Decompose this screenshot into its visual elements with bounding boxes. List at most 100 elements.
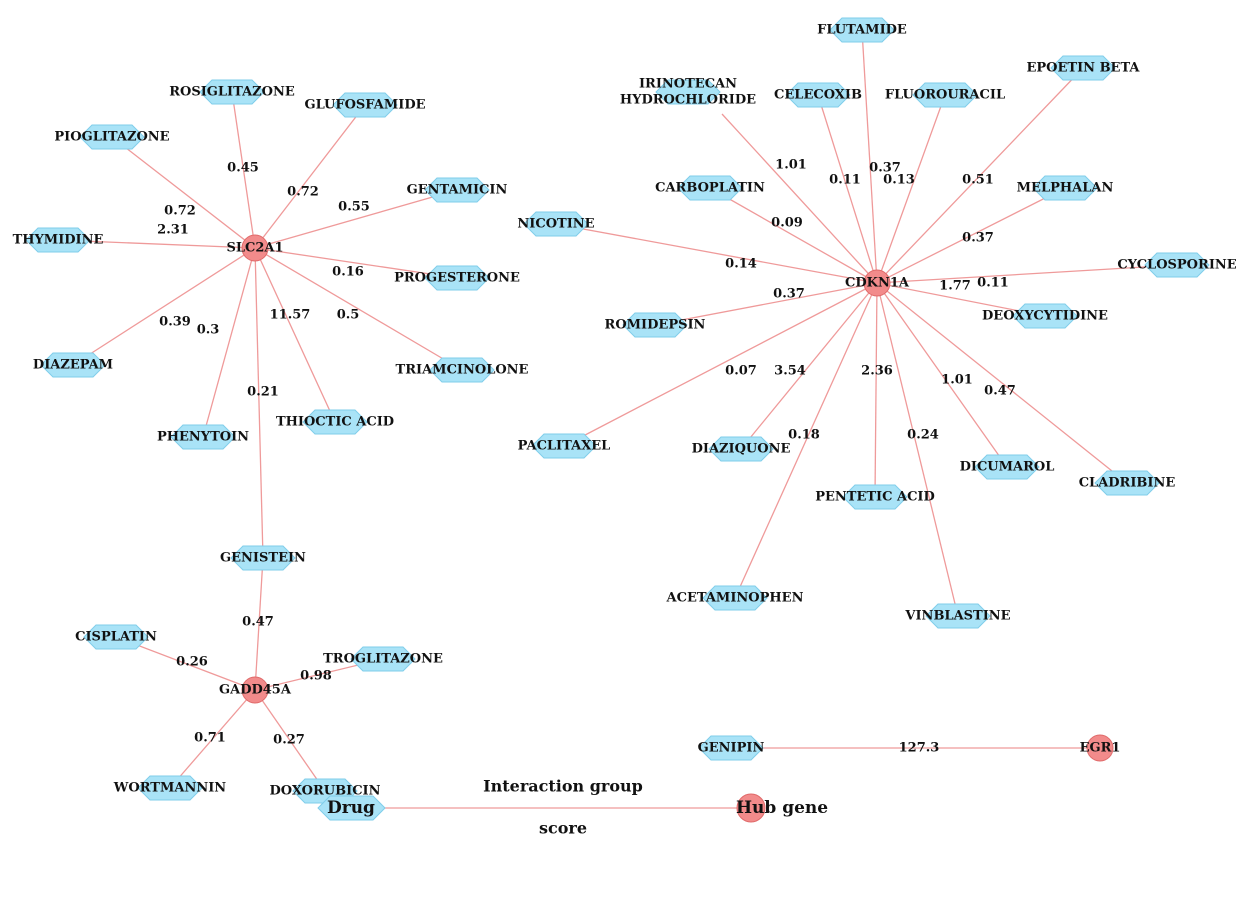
drug-node-fluorouracil: FLUOROURACIL bbox=[885, 82, 1005, 108]
edge-cdkn1a-nicotine bbox=[555, 223, 878, 284]
drug-label-cyclosporine: CYCLOSPORINE bbox=[1117, 258, 1236, 273]
drug-hexagon-cisplatin bbox=[83, 624, 149, 650]
edge-score-gadd45a-troglitazone: 0.98 bbox=[300, 669, 332, 684]
drug-node-progesterone: PROGESTERONE bbox=[394, 265, 520, 291]
drug-node-triamcinolone: TRIAMCINOLONE bbox=[396, 357, 529, 383]
drug-node-flutamide: FLUTAMIDE bbox=[817, 17, 907, 43]
edge-score-cdkn1a-cladribine: 0.47 bbox=[984, 384, 1016, 399]
drug-hexagon-triamcinolone bbox=[429, 357, 495, 383]
drug-hexagon-acetaminophen bbox=[702, 585, 768, 611]
drug-label-deoxycytidine: DEOXYCYTIDINE bbox=[982, 309, 1108, 324]
hub-node-gadd45a: GADD45A bbox=[219, 676, 292, 704]
drug-node-deoxycytidine: DEOXYCYTIDINE bbox=[982, 303, 1108, 329]
drug-hexagon-diaziquone bbox=[708, 436, 774, 462]
edge-cdkn1a-diaziquone bbox=[740, 282, 878, 450]
drug-hexagon-troglitazone bbox=[350, 646, 416, 672]
drug-label-flutamide: FLUTAMIDE bbox=[817, 23, 907, 38]
edge-cdkn1a-romidepsin bbox=[654, 282, 878, 326]
hub-circle-egr1 bbox=[1086, 734, 1114, 762]
legend-drug-label: Drug bbox=[327, 798, 375, 818]
drug-hexagon-diazepam bbox=[40, 352, 106, 378]
drug-node-vinblastine: VINBLASTINE bbox=[904, 603, 1011, 629]
drug-hexagon-melphalan bbox=[1032, 175, 1098, 201]
edge-slc2a1-genistein bbox=[254, 247, 264, 559]
drug-node-paclitaxel: PACLITAXEL bbox=[518, 433, 611, 459]
legend-drug-node bbox=[317, 795, 386, 821]
drug-hexagon-genistein bbox=[230, 545, 296, 571]
edge-cdkn1a-melphalan bbox=[876, 187, 1066, 284]
edge-score-slc2a1-progesterone: 0.16 bbox=[332, 265, 364, 280]
edge-score-cdkn1a-acetaminophen: 0.18 bbox=[788, 428, 820, 443]
edge-slc2a1-triamcinolone bbox=[254, 247, 463, 371]
legend: Drug Hub gene Interaction group score bbox=[317, 777, 828, 838]
drug-hexagon-progesterone bbox=[424, 265, 490, 291]
drug-hexagon-irinotecan bbox=[655, 79, 721, 105]
drug-node-pioglitazone: PIOGLITAZONE bbox=[54, 124, 170, 150]
edge-cdkn1a-vinblastine bbox=[876, 282, 959, 617]
drug-node-melphalan: MELPHALAN bbox=[1017, 175, 1114, 201]
drug-hexagon-thioctic-acid bbox=[302, 409, 368, 435]
edge-score-slc2a1-rosiglitazone: 0.45 bbox=[227, 161, 259, 176]
edge-slc2a1-diazepam bbox=[72, 247, 256, 366]
drug-hexagon-fluorouracil bbox=[912, 82, 978, 108]
edge-cdkn1a-cyclosporine bbox=[876, 264, 1178, 284]
edge-score-cdkn1a-dicumarol: 1.01 bbox=[941, 373, 973, 388]
drug-label-romidepsin: ROMIDEPSIN bbox=[605, 318, 706, 333]
drug-node-phenytoin: PHENYTOIN bbox=[157, 424, 249, 450]
drug-node-carboplatin: CARBOPLATIN bbox=[655, 175, 765, 201]
edge-gadd45a-wortmannin bbox=[169, 689, 256, 789]
edge-scores-layer: 0.45 0.72 0.72 0.55 2.31 0.16 0.39 0.5 0.3 11.57 0… bbox=[157, 158, 1016, 756]
edge-score-slc2a1-gentamicin: 0.55 bbox=[338, 200, 370, 215]
edge-cdkn1a-pentetic-acid bbox=[874, 282, 878, 498]
edge-slc2a1-rosiglitazone bbox=[231, 91, 256, 249]
drug-hexagon-thymidine bbox=[25, 227, 91, 253]
drug-hexagon-genipin bbox=[698, 735, 764, 761]
edge-cdkn1a-epoetin-beta bbox=[876, 67, 1084, 284]
edge-slc2a1-pioglitazone bbox=[111, 136, 256, 249]
edge-score-gadd45a-wortmannin: 0.71 bbox=[194, 731, 226, 746]
drug-hexagon-cyclosporine bbox=[1144, 252, 1210, 278]
drug-label-pentetic-acid: PENTETIC ACID bbox=[815, 490, 935, 505]
drug-label-thioctic-acid: THIOCTIC ACID bbox=[276, 415, 394, 430]
edge-score-cdkn1a-irinotecan: 1.01 bbox=[775, 158, 807, 173]
drug-label-diaziquone: DIAZIQUONE bbox=[692, 442, 791, 457]
drug-node-cyclosporine: CYCLOSPORINE bbox=[1117, 252, 1237, 278]
drug-hexagon-rosiglitazone bbox=[199, 79, 265, 105]
edge-slc2a1-thioctic-acid bbox=[254, 247, 336, 423]
edge-cdkn1a-flutamide bbox=[861, 29, 878, 284]
drug-node-cladribine: CLADRIBINE bbox=[1079, 470, 1175, 496]
hub-circle-cdkn1a bbox=[863, 269, 891, 297]
edge-score-cdkn1a-epoetin-beta: 0.51 bbox=[962, 173, 994, 188]
edge-cdkn1a-celecoxib bbox=[817, 94, 878, 284]
hub-node-slc2a1: SLC2A1 bbox=[226, 234, 284, 262]
legend-edge-label-line2: score bbox=[539, 819, 587, 838]
edge-score-slc2a1-thioctic-acid: 11.57 bbox=[270, 308, 311, 323]
drug-node-celecoxib: CELECOXIB bbox=[774, 82, 862, 108]
drug-hexagon-glufosfamide bbox=[332, 92, 398, 118]
edge-score-gadd45a-doxorubicin: 0.27 bbox=[273, 733, 305, 748]
drug-node-acetaminophen: ACETAMINOPHEN bbox=[666, 585, 804, 611]
drug-label-acetaminophen: ACETAMINOPHEN bbox=[666, 591, 804, 606]
edge-cdkn1a-fluorouracil bbox=[876, 94, 946, 284]
drug-label-glufosfamide: GLUFOSFAMIDE bbox=[304, 98, 425, 113]
edge-cdkn1a-carboplatin bbox=[709, 187, 878, 284]
edge-slc2a1-gentamicin bbox=[254, 189, 458, 249]
edge-score-cdkn1a-fluorouracil: 0.13 bbox=[883, 173, 915, 188]
hub-label-egr1: EGR1 bbox=[1080, 741, 1121, 756]
legend-edge-label-line1: Interaction group bbox=[483, 777, 643, 796]
drug-node-rosiglitazone: ROSIGLITAZONE bbox=[169, 79, 295, 105]
edge-score-cdkn1a-melphalan: 0.37 bbox=[962, 231, 994, 246]
edge-slc2a1-progesterone bbox=[254, 247, 458, 279]
drug-label-triamcinolone: TRIAMCINOLONE bbox=[396, 363, 529, 378]
edge-score-slc2a1-thymidine: 2.31 bbox=[157, 223, 189, 238]
nodes-layer: ROSIGLITAZONE GLUFOSFAMIDE PIOGLITAZONE GEN… bbox=[13, 17, 1237, 804]
drug-label-fluorouracil: FLUOROURACIL bbox=[885, 88, 1005, 103]
drug-label-thymidine: THYMIDINE bbox=[13, 233, 104, 248]
drug-label-paclitaxel: PACLITAXEL bbox=[518, 439, 611, 454]
drug-label-vinblastine: VINBLASTINE bbox=[904, 609, 1010, 624]
edge-score-cdkn1a-romidepsin: 0.37 bbox=[773, 287, 805, 302]
drug-label-melphalan: MELPHALAN bbox=[1017, 181, 1114, 196]
edge-cdkn1a-acetaminophen bbox=[734, 282, 878, 599]
drug-label-rosiglitazone: ROSIGLITAZONE bbox=[169, 85, 295, 100]
